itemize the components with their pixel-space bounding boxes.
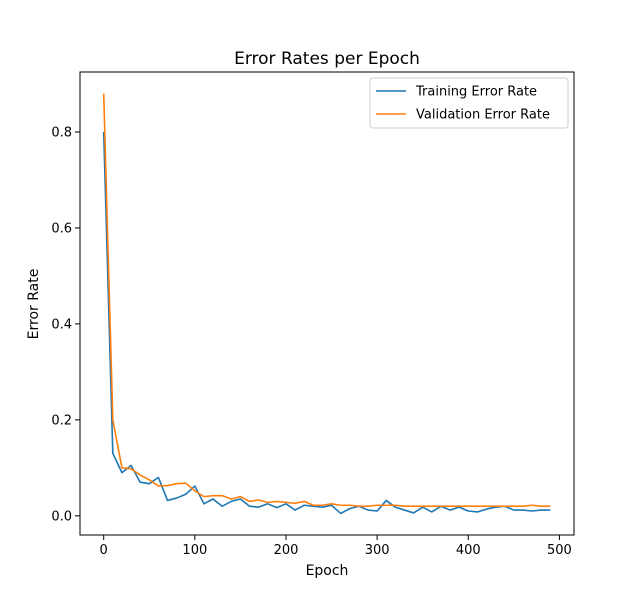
x-tick-label: 400: [456, 543, 481, 558]
y-tick-label: 0.8: [51, 125, 72, 140]
x-tick-label: 500: [547, 543, 572, 558]
legend-box: [369, 77, 569, 129]
y-tick-label: 0.6: [51, 221, 72, 236]
x-tick-label: 200: [274, 543, 299, 558]
y-axis-label: Error Rate: [26, 269, 42, 340]
chart-title: Error Rates per Epoch: [234, 49, 420, 69]
x-tick-label: 300: [365, 543, 390, 558]
y-tick-label: 0.4: [51, 317, 72, 332]
legend: Training Error Rate Validation Error Rate: [369, 77, 569, 129]
series-line-1: [102, 131, 551, 515]
x-axis-label: Epoch: [306, 563, 349, 579]
legend-label-2: Validation Error Rate: [416, 108, 550, 123]
x-tick-label: 0: [100, 543, 108, 558]
x-tick-label: 100: [182, 543, 207, 558]
y-axis-ticks: 0.0 0.2 0.4 0.6 0.8: [51, 125, 80, 524]
series-line-2: [102, 93, 551, 508]
series-lines: [102, 93, 551, 515]
legend-label-1: Training Error Rate: [415, 85, 537, 100]
y-tick-label: 0.2: [51, 413, 72, 428]
y-tick-label: 0.0: [51, 509, 72, 524]
x-axis-ticks: 0 100 200 300 400 500: [100, 535, 572, 558]
plot-area: [79, 71, 575, 536]
